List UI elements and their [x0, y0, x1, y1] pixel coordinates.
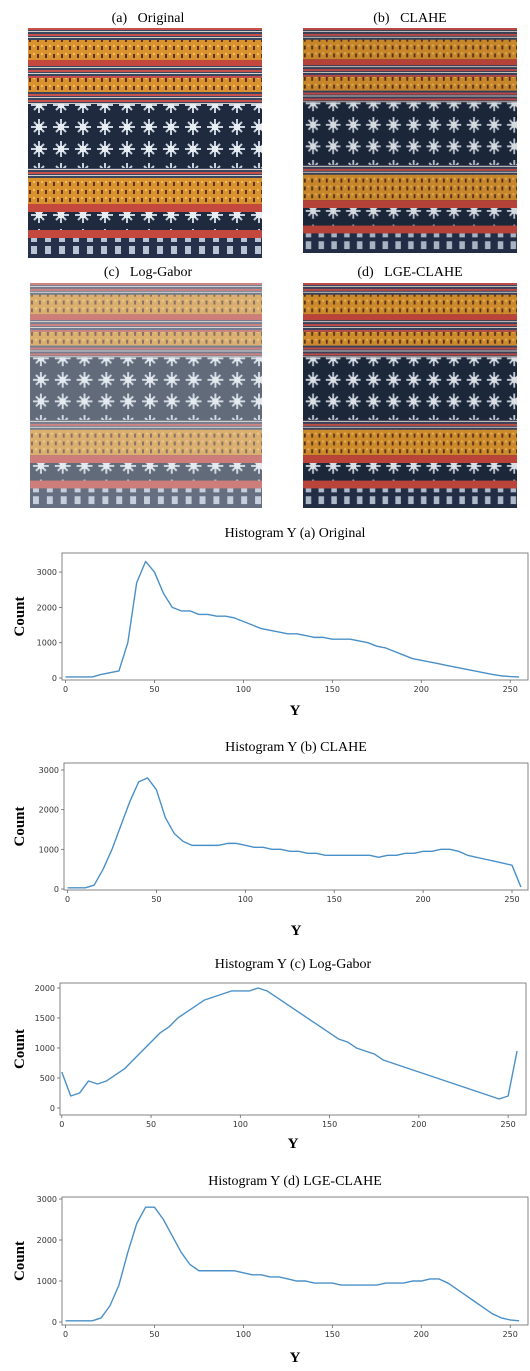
y-tick-label: 2000	[35, 984, 55, 993]
histogram-line	[65, 1206, 520, 1322]
y-tick-label: 1000	[37, 1277, 57, 1286]
image-caption: (c) Log-Gabor	[104, 265, 193, 280]
y-tick-label: 3000	[37, 568, 57, 577]
chart-title: Histogram Y (d) LGE-CLAHE	[208, 1174, 382, 1189]
x-tick-label: 50	[146, 1120, 156, 1129]
plot-frame	[61, 1196, 529, 1326]
y-tick-label: 1000	[37, 639, 57, 648]
chart-title: Histogram Y (c) Log-Gabor	[215, 957, 372, 972]
y-tick-label: 3000	[39, 766, 59, 775]
plot-frame	[63, 762, 529, 891]
textile-image	[30, 283, 262, 508]
x-tick-label: 100	[236, 1330, 251, 1339]
y-tick-label: 500	[40, 1074, 55, 1083]
y-tick-label: 0	[54, 885, 59, 894]
y-tick-label: 2000	[37, 1236, 57, 1245]
x-axis-label: Y	[291, 923, 302, 939]
y-tick-label: 1000	[39, 845, 59, 854]
plot-frame	[59, 982, 527, 1116]
x-tick-label: 0	[65, 895, 70, 904]
textile-image	[28, 28, 262, 258]
y-tick-label: 1000	[35, 1044, 55, 1053]
x-tick-label: 150	[322, 1120, 337, 1129]
y-tick-label: 3000	[37, 1195, 57, 1204]
textile-image	[303, 283, 517, 508]
y-axis-label: Count	[12, 806, 28, 846]
y-tick-label: 0	[52, 1318, 57, 1327]
x-tick-label: 200	[414, 1330, 429, 1339]
x-tick-label: 250	[504, 895, 519, 904]
y-tick-label: 0	[52, 674, 57, 683]
image-caption: (b) CLAHE	[373, 11, 447, 26]
histogram-line	[61, 987, 518, 1100]
x-tick-label: 50	[151, 895, 161, 904]
image-caption: (d) LGE-CLAHE	[357, 265, 462, 280]
x-axis-label: Y	[290, 1350, 301, 1366]
x-tick-label: 250	[501, 1120, 516, 1129]
y-axis-label: Count	[12, 596, 28, 636]
x-tick-label: 100	[233, 1120, 248, 1129]
chart-title: Histogram Y (b) CLAHE	[225, 740, 367, 755]
x-axis-label: Y	[288, 1136, 299, 1152]
x-tick-label: 0	[63, 1330, 68, 1339]
y-tick-label: 2000	[39, 806, 59, 815]
plot-frame	[61, 552, 529, 681]
x-axis-label: Y	[290, 703, 301, 719]
x-tick-label: 50	[149, 1330, 159, 1339]
histogram-line	[67, 777, 522, 889]
x-tick-label: 150	[325, 1330, 340, 1339]
x-tick-label: 0	[63, 685, 68, 694]
x-tick-label: 100	[236, 685, 251, 694]
chart-title: Histogram Y (a) Original	[225, 526, 366, 541]
y-tick-label: 0	[50, 1104, 55, 1113]
x-tick-label: 50	[149, 685, 159, 694]
y-axis-label: Count	[12, 1241, 28, 1281]
histogram-line	[65, 560, 520, 678]
x-tick-label: 0	[59, 1120, 64, 1129]
y-tick-label: 1500	[35, 1014, 55, 1023]
x-tick-label: 200	[415, 895, 430, 904]
y-axis-label: Count	[12, 1029, 28, 1069]
y-tick-label: 2000	[37, 603, 57, 612]
textile-image	[303, 28, 517, 253]
x-tick-label: 250	[503, 685, 518, 694]
image-caption: (a) Original	[112, 11, 185, 26]
x-tick-label: 250	[503, 1330, 518, 1339]
x-tick-label: 150	[325, 685, 340, 694]
x-tick-label: 200	[411, 1120, 426, 1129]
x-tick-label: 100	[238, 895, 253, 904]
x-tick-label: 200	[414, 685, 429, 694]
x-tick-label: 150	[327, 895, 342, 904]
